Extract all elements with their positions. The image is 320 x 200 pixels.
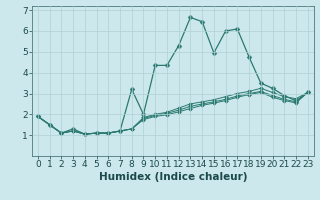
X-axis label: Humidex (Indice chaleur): Humidex (Indice chaleur) — [99, 172, 247, 182]
